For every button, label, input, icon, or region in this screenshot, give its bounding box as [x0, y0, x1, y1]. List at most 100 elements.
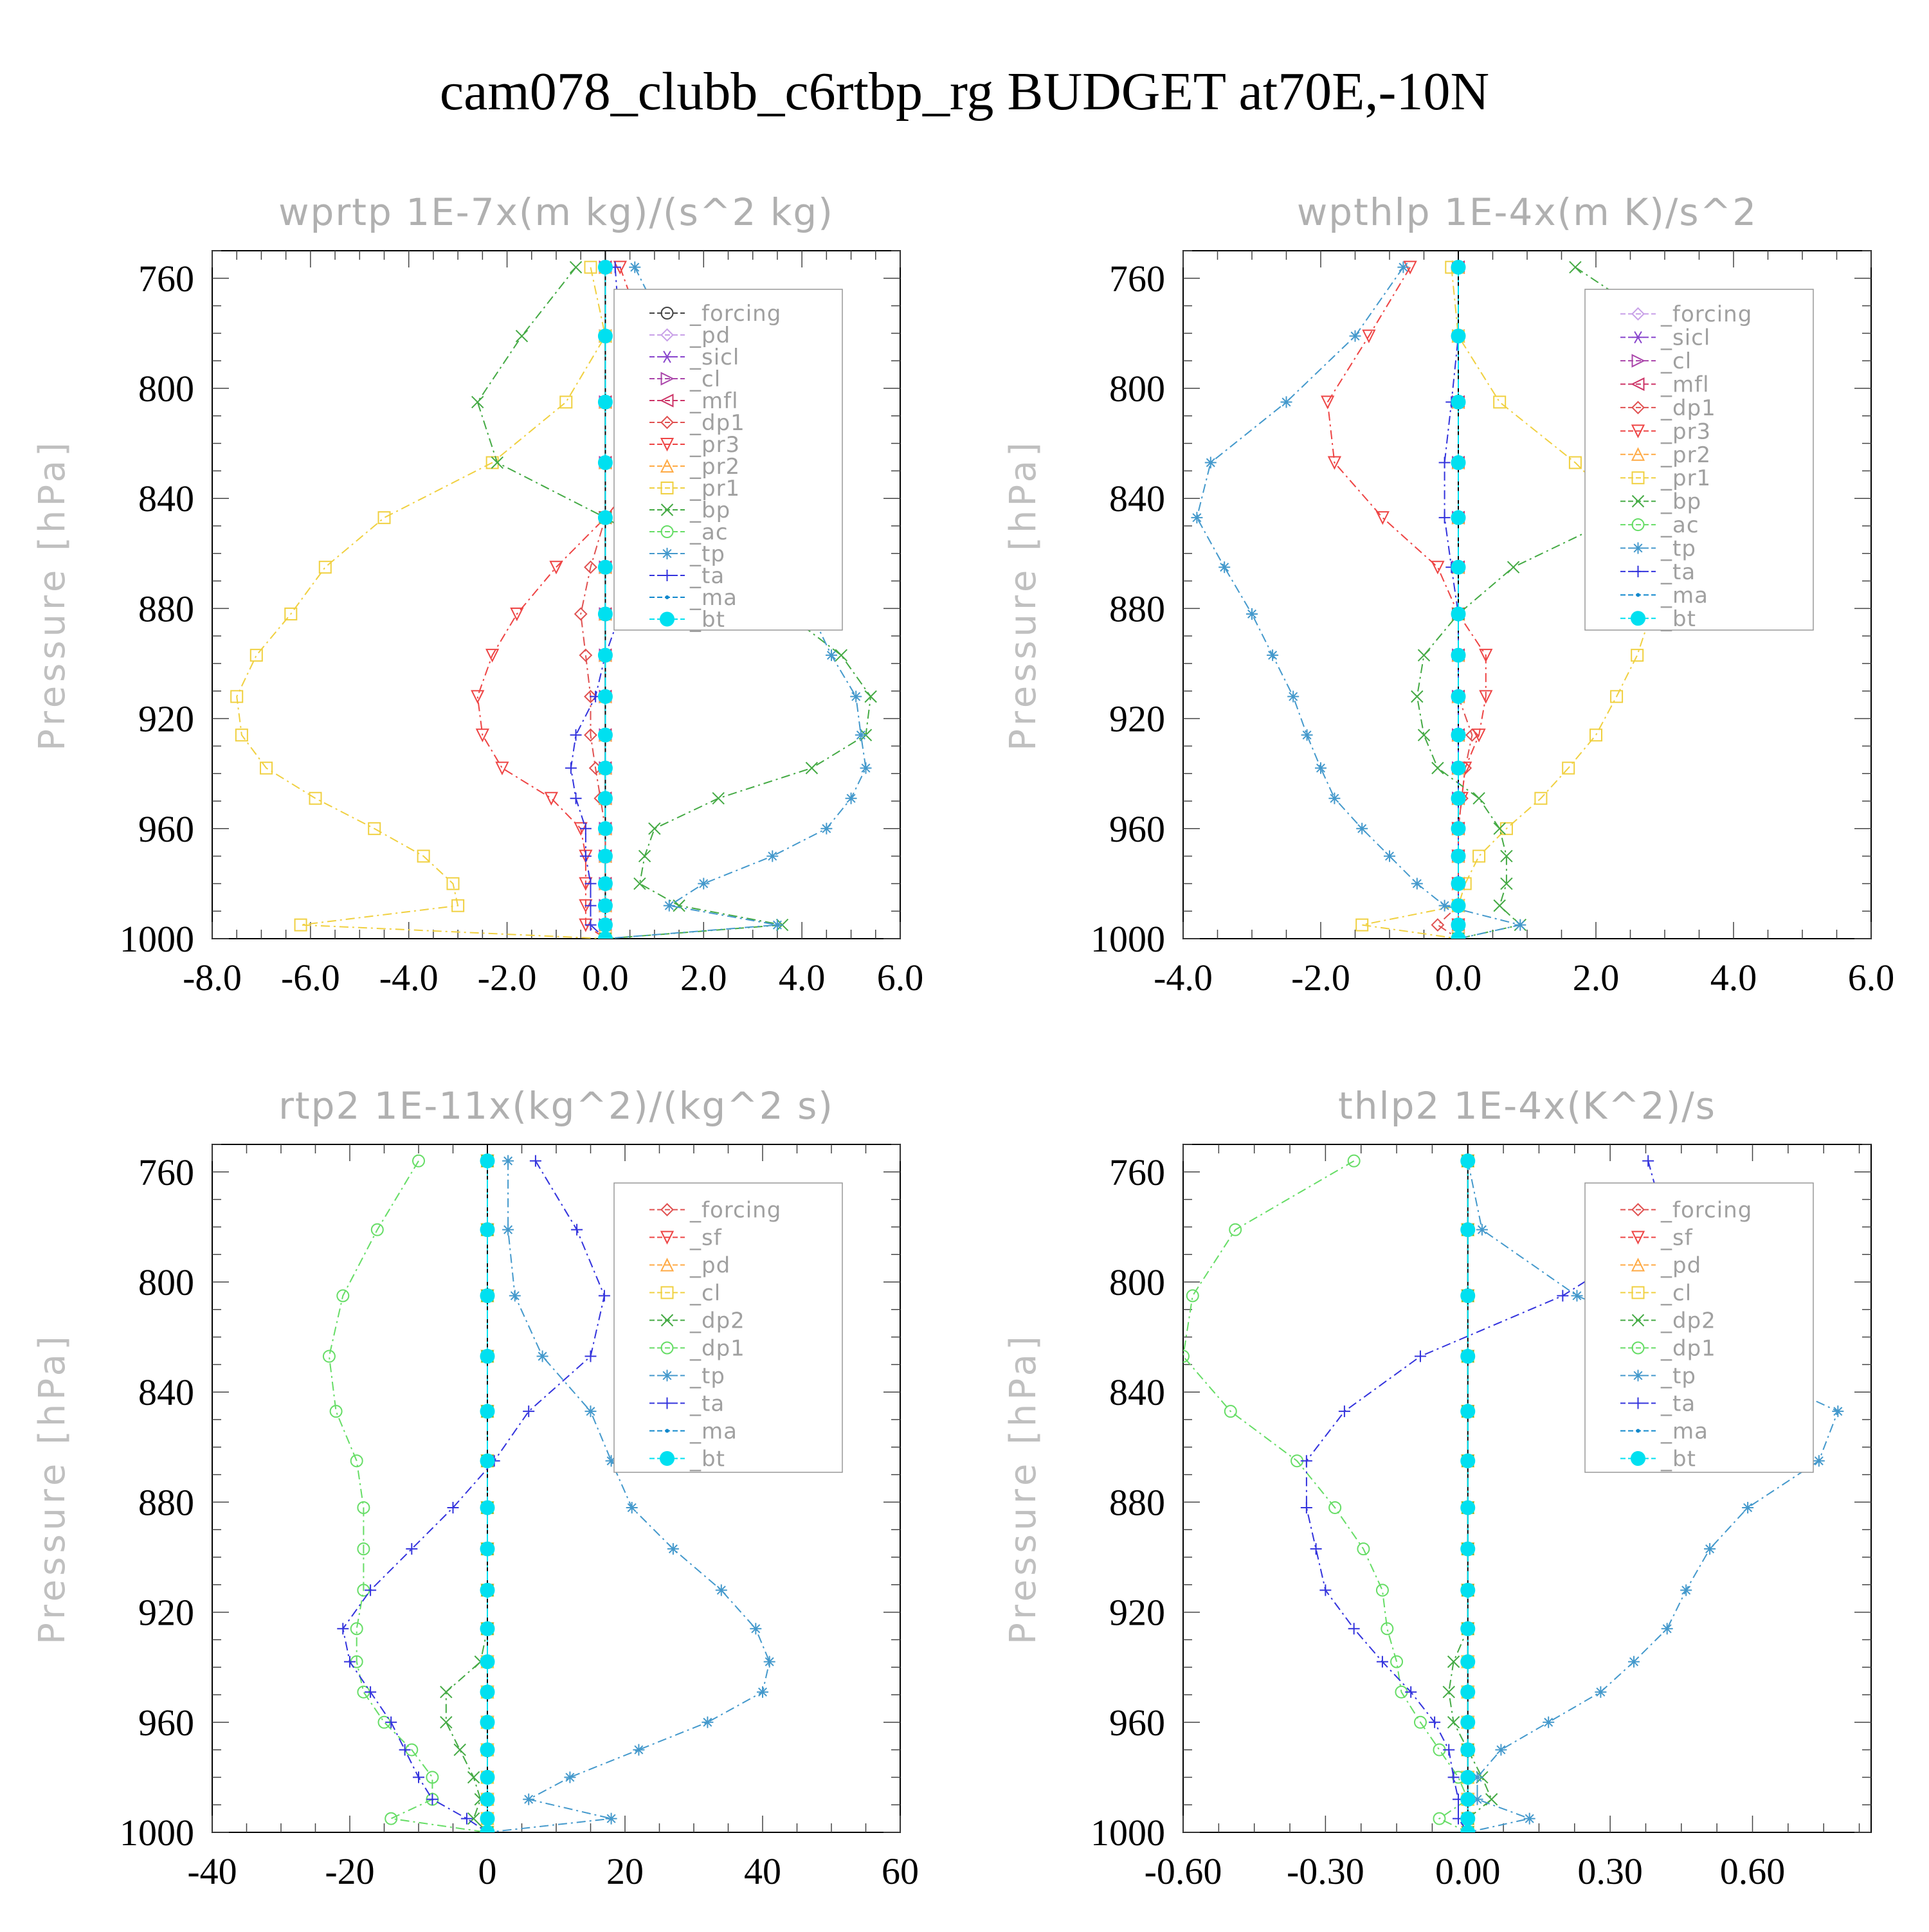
data-point [629, 261, 641, 273]
legend-label: _ma [689, 1419, 738, 1445]
data-point [1451, 394, 1466, 410]
data-point [597, 647, 613, 663]
data-point [1451, 606, 1466, 622]
data-point [322, 1350, 336, 1363]
data-point [638, 849, 651, 863]
legend-marker [661, 548, 673, 559]
data-point [584, 260, 597, 274]
data-point [1471, 1771, 1483, 1783]
legend-marker [1631, 447, 1645, 461]
data-point [426, 1771, 439, 1784]
data-point [771, 919, 783, 931]
data-point [1568, 456, 1582, 469]
data-point [569, 260, 583, 274]
data-point [440, 1686, 453, 1699]
data-point [1267, 649, 1279, 662]
data-point [350, 1622, 363, 1636]
y-axis-label: Pressure [hPa] [1002, 438, 1044, 751]
legend-label: _bt [1660, 1447, 1696, 1472]
y-tick-label: 840 [1109, 478, 1165, 519]
data-point [1451, 559, 1466, 575]
x-tick-label: 0.60 [1720, 1850, 1786, 1892]
data-point [480, 1453, 495, 1468]
data-point [584, 689, 597, 703]
data-point [597, 727, 613, 743]
legend-label: _dp1 [1660, 395, 1716, 421]
data-point [1191, 512, 1203, 524]
data-point [385, 1812, 398, 1825]
y-tick-label: 960 [138, 1702, 194, 1744]
data-point [440, 1716, 453, 1729]
data-point [826, 649, 837, 662]
legend-label: _tp [689, 1364, 725, 1389]
data-point [626, 1501, 638, 1513]
data-point [1310, 1543, 1322, 1555]
series-line-dp1 [580, 267, 606, 939]
panel-title: wpthlp 1E-4x(m K)/s^2 [1297, 190, 1757, 234]
data-point [1451, 455, 1466, 471]
x-tick-label: -4.0 [379, 957, 439, 998]
data-point [597, 510, 613, 525]
y-tick-label: 960 [138, 808, 194, 850]
data-point [1534, 791, 1548, 805]
data-point [1451, 917, 1466, 933]
x-tick-label: 0.30 [1577, 1850, 1643, 1892]
chart-panel-1: wprtp 1E-7x(m kg)/(s^2 kg) Pressure [hPa]… [32, 190, 923, 998]
data-point [1417, 728, 1431, 741]
legend-label: _sf [689, 1225, 722, 1251]
y-tick-label: 840 [1109, 1371, 1165, 1413]
series-line-dp2 [445, 1160, 488, 1832]
legend-marker [1632, 542, 1644, 554]
data-point [495, 761, 509, 775]
data-point [597, 821, 613, 836]
data-point [549, 561, 563, 575]
data-point [1431, 561, 1445, 575]
data-point [1451, 260, 1466, 275]
legend-label: _dp2 [689, 1308, 745, 1334]
data-point [1571, 1290, 1583, 1302]
data-point [480, 1684, 495, 1700]
data-point [1218, 561, 1231, 573]
data-point [1442, 1686, 1455, 1699]
legend-marker [660, 1203, 674, 1216]
y-axis-label: Pressure [hPa] [32, 438, 73, 751]
legend-label: _pr2 [689, 454, 740, 480]
data-point [480, 1153, 495, 1169]
series-line-ta [1444, 267, 1459, 939]
legend: _forcing_sf_pd_cl_dp2_dp1_tp_ta_ma_bt [613, 1182, 843, 1473]
data-point [570, 729, 582, 741]
data-point [1300, 1455, 1312, 1467]
data-point [1460, 1792, 1476, 1807]
panel-title: rtp2 1E-11x(kg^2)/(kg^2 s) [278, 1084, 834, 1128]
legend: _forcing_sicl_cl_mfl_dp1_pr3_pr2_pr1_bp_… [1584, 289, 1814, 632]
series-line-bp [476, 267, 872, 939]
legend-label: _tp [689, 541, 725, 567]
legend-marker [660, 438, 675, 452]
data-point [467, 1771, 480, 1784]
x-tick-label: 6.0 [1848, 957, 1895, 998]
series-line-tp [487, 1160, 770, 1832]
legend-label: _ac [689, 519, 729, 545]
legend-marker [1636, 1429, 1640, 1433]
data-point [399, 1744, 411, 1756]
data-point [523, 1793, 535, 1805]
legend-marker [660, 1341, 674, 1355]
data-point [850, 691, 862, 703]
data-point [1680, 1584, 1692, 1596]
data-point [597, 898, 613, 914]
series-line-pr3 [1327, 267, 1487, 939]
legend-marker [660, 525, 674, 538]
data-point [1465, 728, 1479, 742]
data-point [235, 728, 248, 742]
legend-marker [1631, 401, 1645, 415]
data-point [480, 1811, 495, 1827]
data-point [336, 1289, 350, 1303]
y-tick-label: 880 [1109, 588, 1165, 629]
data-point [1569, 260, 1582, 274]
data-point [1229, 1223, 1242, 1236]
series-group [1183, 1153, 1844, 1832]
y-tick-label: 920 [138, 1592, 194, 1634]
data-point [597, 689, 613, 704]
data-point [485, 649, 500, 663]
data-point [1348, 1623, 1360, 1635]
